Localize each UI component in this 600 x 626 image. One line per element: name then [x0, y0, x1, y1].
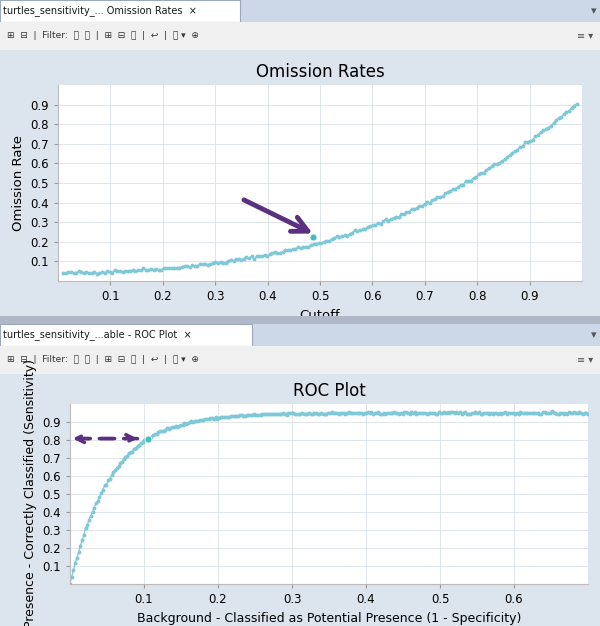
Text: ≡ ▾: ≡ ▾ [577, 31, 593, 41]
Text: turtles_sensitivity_...able - ROC Plot  ×: turtles_sensitivity_...able - ROC Plot × [3, 329, 191, 340]
X-axis label: Cutoff: Cutoff [299, 309, 340, 322]
Title: Omission Rates: Omission Rates [256, 63, 385, 81]
Text: ▾: ▾ [592, 6, 597, 16]
Text: ⊞  ⊟  |  Filter:  ⧉  ⧉  |  ⊞  ⊟  ⧉  |  ↩  |  ⧉ ▾  ⊕: ⊞ ⊟ | Filter: ⧉ ⧉ | ⊞ ⊟ ⧉ | ↩ | ⧉ ▾ ⊕ [7, 356, 199, 364]
Title: ROC Plot: ROC Plot [293, 382, 365, 399]
Text: ⊞  ⊟  |  Filter:  ⧉  ⧉  |  ⊞  ⊟  ⧉  |  ↩  |  ⧉ ▾  ⊕: ⊞ ⊟ | Filter: ⧉ ⧉ | ⊞ ⊟ ⧉ | ↩ | ⧉ ▾ ⊕ [7, 31, 199, 41]
FancyBboxPatch shape [0, 324, 252, 346]
X-axis label: Background - Classified as Potential Presence (1 - Specificity): Background - Classified as Potential Pre… [137, 612, 521, 625]
Text: ≡ ▾: ≡ ▾ [577, 355, 593, 365]
Text: ▾: ▾ [592, 330, 597, 340]
FancyBboxPatch shape [0, 0, 240, 22]
Y-axis label: Presence - Correctly Classified (Sensitivity): Presence - Correctly Classified (Sensiti… [24, 359, 37, 626]
Y-axis label: Omission Rate: Omission Rate [12, 135, 25, 231]
Text: turtles_sensitivity_... Omission Rates  ×: turtles_sensitivity_... Omission Rates × [3, 5, 197, 16]
